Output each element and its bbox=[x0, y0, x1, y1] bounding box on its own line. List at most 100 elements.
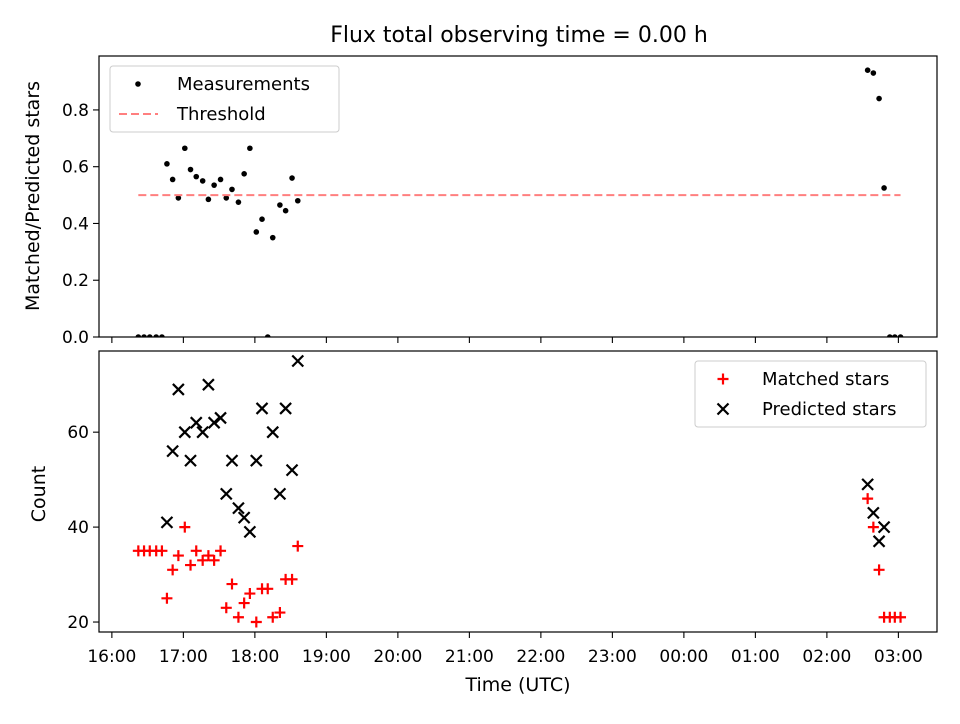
measurements-point bbox=[229, 186, 235, 193]
legend-box bbox=[109, 65, 340, 133]
matched-stars-point bbox=[873, 564, 885, 576]
matched-stars-point bbox=[179, 521, 191, 533]
x-tick-label: 20:00 bbox=[373, 647, 422, 667]
matched-stars-point bbox=[250, 616, 262, 628]
measurements-point bbox=[235, 199, 242, 205]
predicted-stars-point bbox=[285, 463, 299, 477]
x-tick-label: 03:00 bbox=[874, 647, 923, 667]
matched-stars-point bbox=[156, 545, 168, 557]
y-tick-label: 0.4 bbox=[62, 214, 89, 234]
predicted-stars-point bbox=[291, 354, 305, 368]
predicted-stars-point bbox=[232, 501, 245, 515]
measurements-point bbox=[253, 229, 260, 235]
matched-stars-point bbox=[190, 545, 202, 557]
predicted-stars-point bbox=[867, 506, 880, 520]
predicted-stars-point bbox=[273, 487, 287, 501]
legend-label: Predicted stars bbox=[762, 399, 896, 420]
measurements-point bbox=[892, 334, 898, 337]
measurements-point bbox=[289, 175, 295, 181]
x-tick-label: 16:00 bbox=[87, 647, 136, 667]
measurements-point bbox=[241, 170, 247, 177]
measurements-point bbox=[887, 334, 893, 337]
measurements-point bbox=[876, 95, 882, 102]
x-tick-label: 21:00 bbox=[445, 647, 494, 667]
measurements-point bbox=[870, 70, 877, 76]
x-tick-label: 18:00 bbox=[230, 647, 279, 667]
predicted-stars-point bbox=[202, 378, 215, 391]
measurements-point bbox=[175, 195, 182, 201]
x-tick-label: 22:00 bbox=[516, 647, 565, 667]
predicted-stars-point bbox=[184, 454, 197, 467]
predicted-stars-point bbox=[207, 416, 221, 429]
matched-stars-point bbox=[232, 611, 244, 623]
matched-stars-point bbox=[895, 611, 907, 623]
plot-frame bbox=[98, 350, 938, 633]
legend-label: Matched stars bbox=[762, 369, 889, 390]
measurements-point bbox=[135, 334, 142, 337]
matched-stars-point bbox=[862, 493, 874, 505]
matched-stars-point bbox=[161, 592, 173, 604]
measurements-point bbox=[217, 176, 224, 183]
legend-label: Threshold bbox=[176, 104, 266, 125]
matched-stars-point bbox=[208, 554, 220, 566]
measurements-point bbox=[146, 334, 153, 337]
matched-stars-point bbox=[220, 602, 232, 614]
measurements-point bbox=[141, 334, 147, 337]
predicted-stars-point bbox=[225, 454, 239, 467]
predicted-stars-point bbox=[861, 478, 874, 491]
top-y-axis-label: Matched/Predicted stars bbox=[22, 81, 44, 311]
measurements-point bbox=[269, 234, 276, 241]
predicted-stars-point bbox=[196, 425, 209, 439]
predicted-stars-point bbox=[219, 487, 233, 501]
y-tick-label: 0.6 bbox=[62, 158, 89, 178]
measurements-point bbox=[247, 145, 253, 152]
measurements-point bbox=[199, 178, 206, 184]
bottom-y-axis-label: Count bbox=[28, 466, 50, 522]
y-tick-label: 0.2 bbox=[62, 271, 89, 291]
measurements-point bbox=[153, 334, 160, 337]
matched-stars-point bbox=[867, 521, 879, 533]
x-tick-label: 17:00 bbox=[159, 647, 208, 667]
measurements-point bbox=[264, 334, 271, 337]
matched-stars-point bbox=[244, 588, 256, 600]
predicted-stars-point bbox=[178, 425, 192, 439]
measurements-point bbox=[182, 145, 188, 152]
predicted-stars-point bbox=[255, 402, 269, 415]
matched-stars-point bbox=[197, 554, 209, 566]
matched-stars-point bbox=[167, 564, 179, 576]
matched-stars-point bbox=[226, 578, 238, 590]
matched-stars-point bbox=[292, 540, 304, 552]
y-tick-label: 20 bbox=[67, 613, 89, 633]
legend-swatch bbox=[135, 81, 141, 87]
legend-swatch bbox=[717, 373, 729, 385]
measurements-point bbox=[187, 166, 194, 173]
measurements-point bbox=[205, 196, 212, 203]
predicted-stars-point bbox=[279, 402, 292, 415]
predicted-stars-point bbox=[189, 416, 203, 429]
measurements-point bbox=[193, 173, 200, 180]
x-tick-label: 01:00 bbox=[731, 647, 780, 667]
x-tick-label: 23:00 bbox=[588, 647, 637, 667]
legend-box bbox=[694, 360, 927, 428]
plot-frame bbox=[98, 55, 938, 338]
measurements-point bbox=[881, 185, 887, 191]
predicted-stars-point bbox=[214, 411, 227, 425]
y-tick-label: 60 bbox=[67, 423, 89, 443]
legend-swatch bbox=[716, 402, 730, 416]
predicted-stars-point bbox=[237, 511, 251, 524]
matched-stars-point bbox=[185, 559, 197, 571]
x-axis-label: Time (UTC) bbox=[464, 674, 570, 696]
y-tick-label: 0.8 bbox=[62, 101, 89, 121]
matched-stars-point bbox=[274, 607, 286, 619]
measurements-point bbox=[211, 182, 217, 188]
measurements-point bbox=[259, 216, 265, 223]
matched-stars-point bbox=[262, 583, 274, 595]
plot-area bbox=[135, 67, 904, 337]
measurements-point bbox=[294, 197, 301, 204]
x-tick-label: 19:00 bbox=[302, 647, 351, 667]
y-tick-label: 40 bbox=[67, 518, 89, 538]
legend-label: Measurements bbox=[177, 74, 310, 95]
y-tick-label: 0.0 bbox=[62, 328, 89, 348]
